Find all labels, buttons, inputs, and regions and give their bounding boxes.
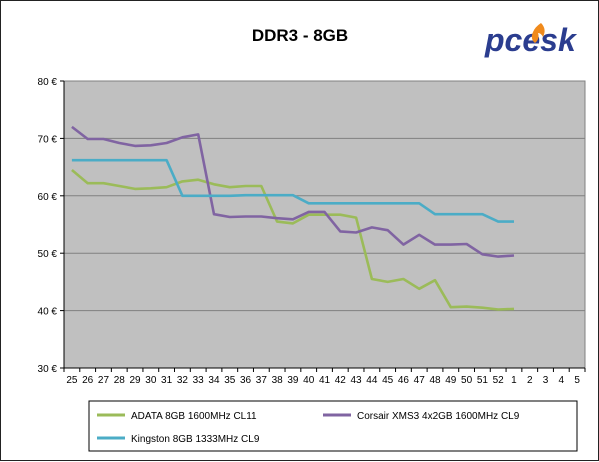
series-layer [71,125,515,311]
x-tick-label: 32 [177,375,189,386]
x-tick-label: 25 [66,375,78,386]
x-tick-label: 33 [193,375,205,386]
y-tick-label: 50 € [38,249,58,260]
y-axis: 30 € 40 € 50 € 60 € 70 € 80 € [38,77,65,375]
x-tick-label: 30 [145,375,157,386]
legend-label: Kingston 8GB 1333MHz CL9 [131,434,260,445]
x-axis: 25 26 27 28 29 30 31 32 33 34 35 36 37 38 39 40 41 42 43 44… [63,367,586,386]
legend-label: ADATA 8GB 1600MHz CL11 [131,411,257,422]
x-tick-label: 36 [240,375,252,386]
x-tick-label: 2 [527,375,533,386]
x-tick-label: 49 [445,375,457,386]
x-tick-label: 26 [82,375,94,386]
x-tick-label: 3 [543,375,549,386]
x-tick-label: 4 [559,375,565,386]
y-tick-label: 80 € [38,77,58,88]
y-tick-label: 30 € [38,364,58,375]
logo: pcesk [484,22,578,58]
y-tick-label: 70 € [38,134,58,145]
x-tick-label: 1 [511,375,517,386]
x-tick-label: 41 [319,375,331,386]
chart-title: DDR3 - 8GB [252,26,348,45]
x-tick-label: 50 [461,375,473,386]
x-tick-label: 31 [161,375,173,386]
x-tick-label: 28 [114,375,126,386]
x-tick-label: 47 [414,375,426,386]
series-line-1 [71,169,515,311]
x-tick-label: 39 [287,375,299,386]
x-tick-label: 27 [98,375,110,386]
plot-area [63,80,586,369]
x-tick-label: 38 [272,375,284,386]
y-tick-label: 60 € [38,192,58,203]
x-tick-label: 5 [574,375,580,386]
series-line-3 [71,158,514,223]
logo-text: pcesk [484,22,578,58]
x-tick-label: 40 [303,375,315,386]
x-tick-label: 52 [493,375,505,386]
legend-items: ADATA 8GB 1600MHz CL11 Corsair XMS3 4x2GB… [97,411,520,445]
x-tick-label: 44 [366,375,378,386]
x-tick-label: 51 [477,375,489,386]
x-tick-label: 37 [256,375,268,386]
legend-label: Corsair XMS3 4x2GB 1600MHz CL9 [357,411,520,422]
x-tick-label: 43 [351,375,363,386]
x-tick-label: 46 [398,375,410,386]
series-line-2 [71,125,515,258]
flame-icon [531,23,545,43]
x-tick-label: 35 [224,375,236,386]
x-tick-label: 34 [208,375,220,386]
y-tick-label: 40 € [38,307,58,318]
legend [88,400,578,452]
x-tick-label: 45 [382,375,394,386]
x-tick-label: 42 [335,375,347,386]
x-tick-label: 29 [129,375,141,386]
x-tick-label: 48 [429,375,441,386]
